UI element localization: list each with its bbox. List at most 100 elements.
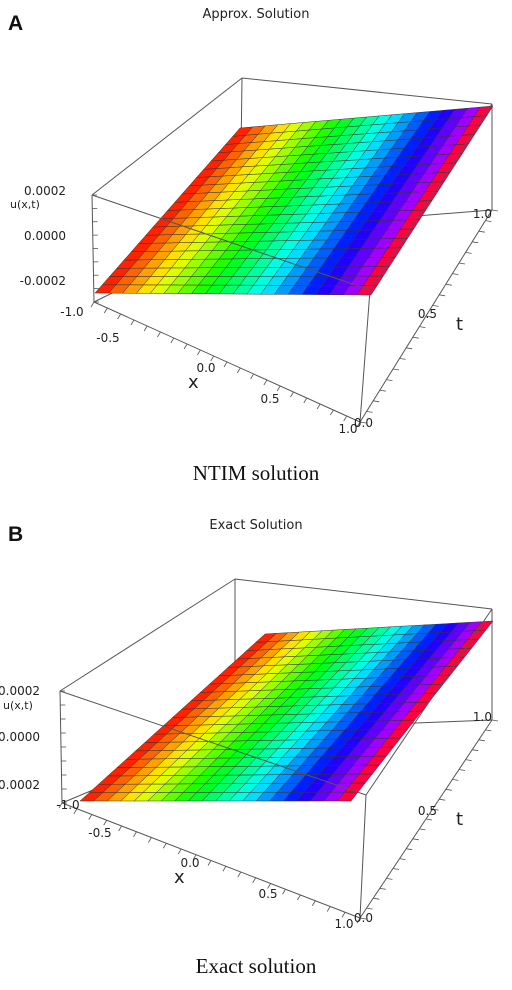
- figure-caption: NTIM solution: [192, 461, 320, 485]
- t-tick-mark: [379, 887, 386, 890]
- t-tick-mark: [373, 897, 380, 900]
- x-tick-mark: [311, 900, 316, 906]
- x-axis-label: x: [188, 372, 199, 393]
- t-tick-mark: [366, 411, 373, 413]
- t-tick-label: 0.5: [418, 804, 437, 818]
- x-tick-mark: [343, 415, 348, 422]
- surface-cell: [473, 105, 494, 117]
- panel-letter: A: [8, 12, 24, 35]
- box-edge: [91, 77, 243, 196]
- x-tick-mark: [316, 403, 321, 410]
- panel-a: A Approx. Solution 0.0002 0.0000 -0.0002 u(x…: [8, 7, 499, 485]
- t-tick-mark: [485, 729, 492, 732]
- t-tick-mark: [412, 838, 419, 841]
- t-tick-mark: [425, 315, 433, 318]
- t-tick-mark: [406, 347, 413, 350]
- t-tick-mark: [485, 220, 492, 222]
- chart-title: Approx. Solution: [203, 7, 310, 22]
- z-tick-label: 0.0002: [0, 684, 40, 698]
- t-tick-mark: [491, 719, 499, 722]
- t-tick-mark: [359, 917, 367, 920]
- t-tick-mark: [379, 389, 386, 392]
- x-tick-label: 1.0: [334, 917, 353, 931]
- z-tick-label: 0.0000: [24, 229, 66, 243]
- z-tick-label: 0.0000: [0, 730, 40, 744]
- panel-letter: B: [8, 523, 24, 546]
- x-tick-mark: [143, 325, 148, 332]
- t-tick-mark: [432, 305, 439, 307]
- box-edge: [59, 578, 236, 692]
- x-tick-mark: [183, 343, 188, 350]
- t-tick-mark: [465, 252, 472, 254]
- t-tick-mark: [373, 400, 380, 403]
- x-tick-mark: [263, 379, 268, 386]
- t-axis-label: t: [456, 314, 463, 335]
- z-tick-label: -0.0002: [20, 274, 66, 288]
- t-tick-mark: [399, 858, 406, 860]
- x-tick-mark: [356, 421, 361, 428]
- x-tick-mark: [103, 307, 108, 314]
- t-tick-mark: [472, 241, 479, 244]
- t-tick-mark: [491, 209, 499, 212]
- box-edge: [369, 103, 493, 291]
- t-tick-mark: [386, 379, 393, 381]
- t-tick-mark: [458, 262, 466, 265]
- t-tick-mark: [425, 818, 433, 821]
- box-edge: [365, 608, 493, 796]
- figure-caption: Exact solution: [195, 954, 317, 978]
- t-tick-mark: [386, 878, 393, 880]
- t-tick-mark: [452, 779, 459, 781]
- t-tick-mark: [406, 848, 413, 851]
- x-tick-mark: [117, 313, 121, 320]
- t-tick-mark: [419, 828, 426, 831]
- x-tick-label: -0.5: [88, 826, 111, 840]
- box-edge: [91, 194, 371, 291]
- z-axis-label: u(x,t): [3, 699, 33, 712]
- x-tick-mark: [88, 814, 93, 820]
- x-tick-mark: [90, 301, 95, 308]
- t-tick-label: 0.0: [354, 911, 373, 925]
- t-tick-mark: [478, 739, 485, 742]
- x-tick-mark: [276, 385, 281, 392]
- x-tick-label: -0.5: [96, 331, 119, 345]
- x-tick-label: 0.0: [196, 361, 215, 375]
- t-tick-mark: [439, 294, 446, 297]
- x-tick-label: -1.0: [60, 305, 83, 319]
- t-tick-label: 0.0: [354, 416, 373, 430]
- x-tick-mark: [267, 883, 271, 889]
- x-tick-mark: [223, 361, 228, 368]
- x-tick-mark: [356, 917, 361, 924]
- t-tick-mark: [465, 759, 472, 761]
- box-edge: [359, 794, 367, 919]
- x-tick-mark: [237, 871, 242, 878]
- x-tick-mark: [252, 877, 257, 883]
- chart-title: Exact Solution: [209, 518, 302, 533]
- x-tick-mark: [157, 331, 161, 338]
- z-tick-label: 0.0002: [24, 184, 66, 198]
- x-tick-mark: [162, 843, 167, 849]
- t-tick-mark: [399, 358, 406, 360]
- box-edge: [359, 289, 371, 423]
- surface-plot: Approx. Solution 0.0002 0.0000 -0.0002 u(x,t…: [10, 7, 499, 436]
- t-tick-mark: [366, 907, 373, 910]
- t-axis-label: t: [456, 809, 463, 830]
- t-tick-mark: [472, 749, 479, 752]
- x-tick-mark: [282, 889, 286, 895]
- x-tick-mark: [341, 912, 346, 918]
- x-tick-mark: [236, 367, 241, 374]
- x-tick-label: 0.5: [260, 392, 279, 406]
- box-edge: [59, 690, 367, 796]
- surface-mesh: [94, 105, 494, 296]
- x-tick-mark: [330, 409, 334, 416]
- x-tick-mark: [210, 355, 215, 362]
- x-tick-mark: [170, 337, 175, 344]
- x-tick-mark: [130, 319, 135, 326]
- x-axis-label: x: [174, 867, 185, 888]
- x-tick-mark: [250, 373, 254, 380]
- t-tick-mark: [359, 421, 367, 424]
- t-tick-mark: [478, 230, 485, 233]
- panel-b: B Exact Solution 0.0002 0.0000 -0.0002 u(x,t…: [0, 495, 512, 990]
- x-tick-mark: [297, 894, 301, 901]
- x-tick-mark: [290, 391, 294, 398]
- t-tick-mark: [445, 283, 452, 286]
